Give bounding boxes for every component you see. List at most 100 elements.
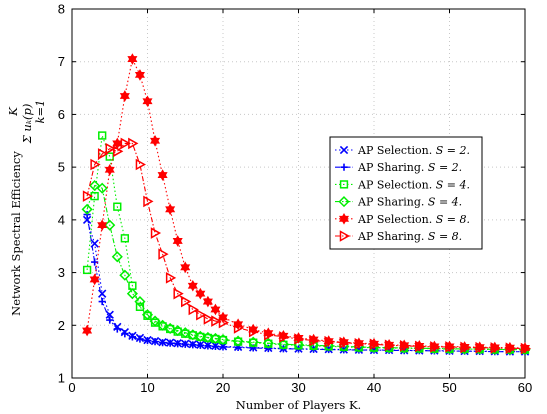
data-point [134,296,146,308]
data-point [189,341,197,349]
series-line [86,57,526,349]
data-point [187,279,198,292]
legend-marker [339,180,349,189]
y-axis-label-math: Σ uₖ(p) [20,104,34,145]
data-point [209,332,222,345]
data-point [430,341,441,353]
data-point [247,336,259,348]
data-point [141,309,154,321]
data-point [90,158,101,171]
data-point [113,202,122,211]
legend-label: AP Sharing. S = 8. [357,230,462,243]
data-point [218,316,230,329]
data-point [98,297,106,306]
y-axis-label-sum-upper: K [6,106,20,117]
data-point [505,342,516,354]
legend-label-text: AP Sharing. [357,196,428,209]
y-tick-label: 6 [58,107,65,122]
data-point [119,90,130,102]
data-point [262,337,274,349]
data-point [120,234,129,243]
data-point [111,251,123,263]
data-point [81,203,93,215]
y-tick-label: 4 [58,212,65,227]
data-point [150,134,161,147]
data-point [151,338,159,346]
legend-marker [340,163,348,171]
data-point [89,273,100,286]
data-point [248,325,260,338]
legend-label-math: S = 8. [436,213,470,226]
data-point [172,324,184,337]
x-tick-label: 50 [442,380,456,395]
data-point [157,169,168,181]
data-point [113,325,121,333]
legend-label-text: AP Sharing. [357,161,428,174]
legend-label-text: AP Selection. [357,144,436,157]
data-point [264,328,275,341]
data-point [233,322,245,334]
data-point [158,248,169,260]
data-point [187,329,199,341]
data-point [445,341,456,353]
data-point [98,131,107,140]
data-point [188,303,199,316]
data-point [82,265,92,275]
y-axis-label-group: Network Spectral Efficiency Σ uₖ(p) K k=… [6,100,47,316]
legend: AP Selection. S = 2.AP Sharing. S = 2.AP… [329,136,483,250]
legend-label-text: AP Selection. [357,213,436,226]
data-point [166,339,174,347]
data-point [309,334,320,347]
x-tick-label: 60 [518,380,532,395]
data-point [128,137,139,150]
legend-label-math: S = 4. [428,196,462,209]
series [81,53,532,356]
data-point [119,269,131,281]
legend-label: AP Sharing. S = 2. [357,161,462,174]
data-point [104,219,116,231]
y-axis-label: Network Spectral Efficiency [9,151,23,316]
x-tick-label: 0 [68,380,75,395]
data-point [294,333,305,345]
data-point [104,163,115,176]
data-point [89,180,101,192]
data-point [126,288,138,300]
data-point [96,182,108,194]
data-point [172,235,183,247]
data-point [82,215,92,225]
legend-label: AP Selection. S = 2. [357,144,470,157]
data-point [339,336,350,349]
data-point [149,315,161,327]
data-point [105,142,116,155]
data-point [165,203,176,216]
data-point [324,335,335,348]
data-point [399,340,411,352]
series-6 [82,137,532,355]
legend-label: AP Selection. S = 8. [357,213,470,226]
data-point [120,137,131,150]
x-tick-label: 40 [367,380,381,395]
y-tick-label: 7 [58,54,65,69]
data-point [179,327,191,339]
data-point [97,148,109,160]
legend-label-text: AP Sharing. [357,230,428,243]
data-point [112,137,123,150]
data-point [460,341,471,354]
data-point [157,319,169,331]
data-point [134,69,145,81]
data-point [475,341,486,354]
legend-marker [338,213,350,225]
legend-label-text: AP Selection. [357,178,436,191]
data-point [106,316,114,324]
legend-entries: AP Selection. S = 2.AP Sharing. S = 2.AP… [335,144,470,243]
data-point [202,295,213,308]
legend-label: AP Sharing. S = 4. [357,196,462,209]
legend-label-math: S = 2. [428,161,462,174]
data-point [277,338,289,350]
data-point [196,341,204,349]
legend-entry: AP Selection. S = 8. [335,213,470,226]
data-point [97,219,108,231]
data-point [143,195,154,208]
data-point [143,336,152,345]
data-point [127,53,138,65]
